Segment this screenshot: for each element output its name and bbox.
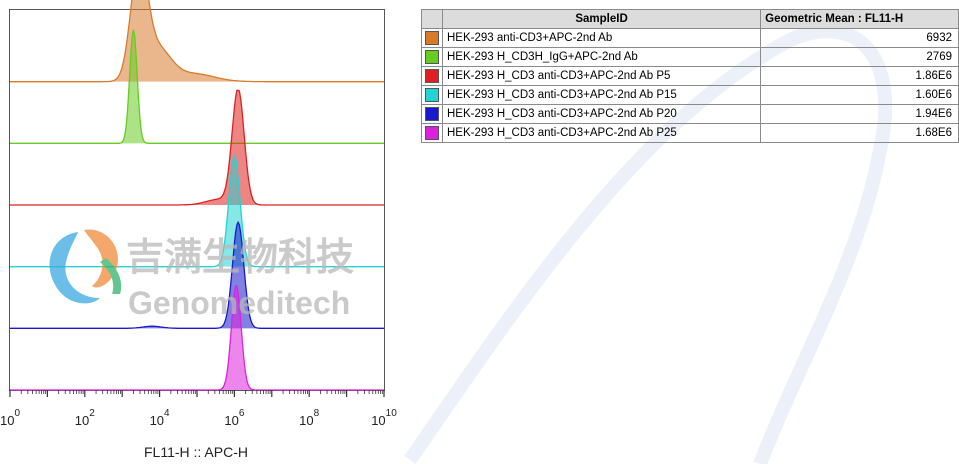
table-row: HEK-293 H_CD3 anti-CD3+APC-2nd Ab P15 1.6…: [421, 85, 959, 105]
table-row: HEK-293 H_CD3 anti-CD3+APC-2nd Ab P5 1.86…: [421, 66, 959, 86]
swatch-header: [421, 9, 443, 29]
x-tick-label: 106: [224, 408, 244, 428]
geometric-mean-header: Geometric Mean : FL11-H: [760, 9, 959, 29]
color-swatch: [425, 31, 439, 45]
geometric-mean-cell: 2769: [760, 47, 959, 67]
color-swatch: [425, 50, 439, 64]
geometric-mean-cell: 1.86E6: [760, 66, 959, 86]
geometric-mean-cell: 1.60E6: [760, 85, 959, 105]
x-tick-label: 108: [299, 408, 319, 428]
geometric-mean-cell: 6932: [760, 28, 959, 48]
x-tick-label: 102: [75, 408, 95, 428]
table-row: HEK-293 H_CD3 anti-CD3+APC-2nd Ab P25 1.6…: [421, 123, 959, 143]
geometric-mean-cell: 1.94E6: [760, 104, 959, 124]
sample-id-cell: HEK-293 H_CD3 anti-CD3+APC-2nd Ab P5: [441, 66, 762, 86]
sample-id-cell: HEK-293 H_CD3 anti-CD3+APC-2nd Ab P15: [441, 85, 762, 105]
sample-table: SampleID Geometric Mean : FL11-H HEK-293…: [421, 9, 959, 143]
sample-id-cell: HEK-293 anti-CD3+APC-2nd Ab: [441, 28, 762, 48]
x-tick-label: 1010: [371, 408, 397, 428]
histogram-line-2: [10, 29, 384, 144]
plot-frame: [9, 9, 385, 391]
table-row: HEK-293 H_CD3 anti-CD3+APC-2nd Ab P20 1.9…: [421, 104, 959, 124]
x-axis: 100 102 104 106 108 1010: [0, 390, 397, 428]
x-tick-label: 100: [0, 408, 20, 428]
color-swatch: [425, 107, 439, 121]
sample-id-cell: HEK-293 H_CD3 anti-CD3+APC-2nd Ab P25: [441, 123, 762, 143]
swatch-cell: [421, 104, 443, 124]
color-swatch: [425, 126, 439, 140]
table-header-row: SampleID Geometric Mean : FL11-H: [421, 9, 959, 29]
swatch-cell: [421, 85, 443, 105]
color-swatch: [425, 88, 439, 102]
swatch-cell: [421, 28, 443, 48]
swatch-cell: [421, 123, 443, 143]
table-row: HEK-293 H_CD3H_IgG+APC-2nd Ab 2769: [421, 47, 959, 67]
x-tick-label: 104: [150, 408, 170, 428]
sample-table-body: HEK-293 anti-CD3+APC-2nd Ab 6932 HEK-293 H…: [421, 28, 959, 143]
histogram-line-5: [10, 220, 384, 329]
geometric-mean-cell: 1.68E6: [760, 123, 959, 143]
swatch-cell: [421, 47, 443, 67]
sample-id-cell: HEK-293 H_CD3 anti-CD3+APC-2nd Ab P20: [441, 104, 762, 124]
histogram-line-1: [10, 0, 384, 83]
sampleid-header: SampleID: [441, 9, 762, 29]
swatch-cell: [421, 66, 443, 86]
x-axis-label: FL11-H :: APC-H: [144, 444, 248, 460]
histogram-line-3: [10, 89, 384, 206]
sample-id-cell: HEK-293 H_CD3H_IgG+APC-2nd Ab: [441, 47, 762, 67]
table-row: HEK-293 anti-CD3+APC-2nd Ab 6932: [421, 28, 959, 48]
color-swatch: [425, 69, 439, 83]
